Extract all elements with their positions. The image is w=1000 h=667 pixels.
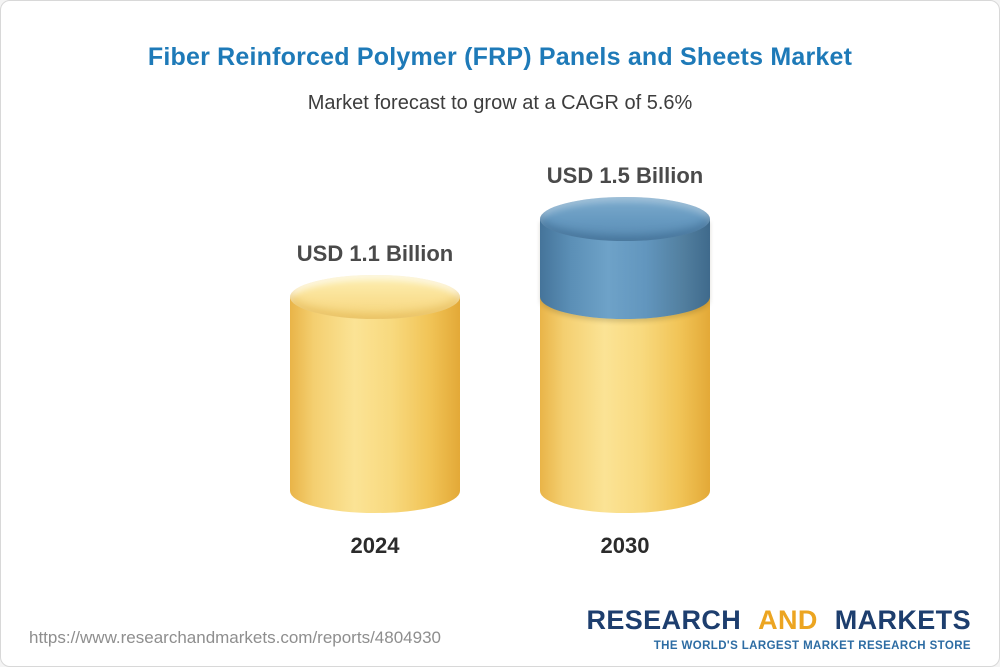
logo-tagline: THE WORLD'S LARGEST MARKET RESEARCH STOR… [653,640,971,652]
bar-2030-top-cap [540,197,710,241]
researchandmarkets-logo: RESEARCH AND MARKETS THE WORLD'S LARGEST… [586,605,971,652]
bar-2024: USD 1.1 Billion 2024 [290,241,460,558]
chart-title: Fiber Reinforced Polymer (FRP) Panels an… [147,43,853,71]
logo-wordmark: RESEARCH AND MARKETS [586,605,971,636]
bar-2030-growth-segment [540,197,710,319]
bar-2030: USD 1.5 Billion 2030 [540,163,710,558]
logo-word-research: RESEARCH [586,605,742,635]
bar-2024-body [290,297,460,513]
bar-2024-top-cap [290,275,460,319]
x-axis-label-2024: 2024 [350,533,400,558]
chart-subtitle: Market forecast to grow at a CAGR of 5.6… [307,92,693,114]
report-url: https://www.researchandmarkets.com/repor… [29,628,441,647]
logo-word-markets: MARKETS [834,605,971,635]
bar-2030-value-label: USD 1.5 Billion [546,163,704,188]
bar-2024-value-label: USD 1.1 Billion [296,241,454,266]
logo-word-and: AND [758,605,818,635]
x-axis-label-2030: 2030 [600,533,650,558]
